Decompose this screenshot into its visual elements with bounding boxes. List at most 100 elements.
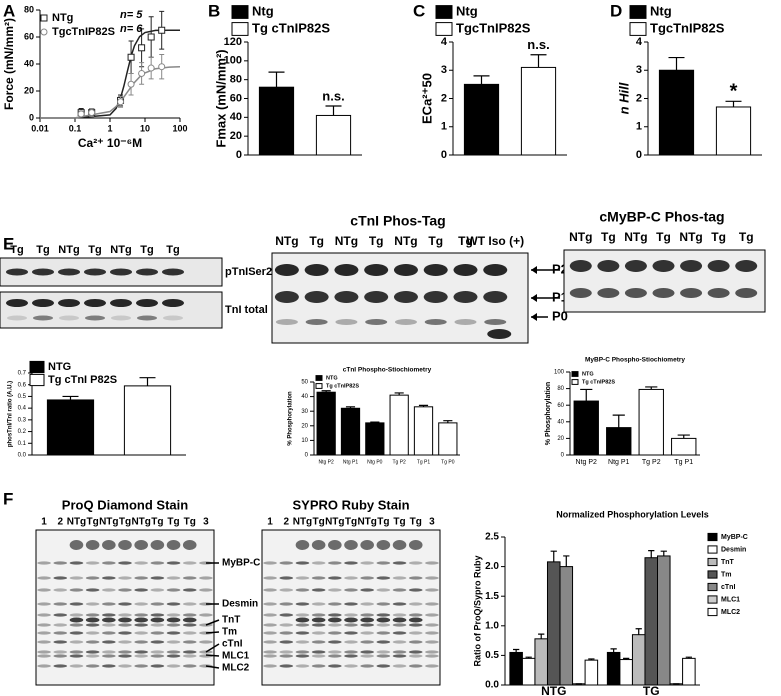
x-axis-label: Ca²⁺ 10⁻⁶M (78, 136, 142, 150)
error-bar (268, 71, 285, 88)
bar (123, 385, 172, 456)
band (182, 654, 197, 658)
band (360, 654, 374, 658)
band (408, 631, 423, 635)
band (311, 613, 326, 617)
band (484, 319, 507, 325)
lane-label: Tg (601, 230, 616, 244)
protein-label: MyBP-C (222, 558, 260, 569)
band (344, 540, 358, 550)
legend-label: MLC1 (721, 596, 740, 603)
error-bar (612, 414, 625, 428)
band (328, 631, 342, 635)
bar (413, 406, 434, 456)
band (166, 613, 181, 617)
band (111, 315, 131, 321)
protein-label: cTnI (222, 639, 243, 650)
x-tick-label: 10 (140, 123, 150, 133)
band (166, 640, 181, 644)
band (279, 588, 294, 592)
band (392, 561, 407, 565)
band (69, 654, 84, 658)
band (394, 319, 417, 325)
band (102, 640, 116, 644)
band (735, 288, 758, 298)
x-tick-label: TG (643, 684, 660, 696)
band (102, 588, 116, 592)
band (707, 260, 730, 272)
legend-label: Tg cTnIP82S (582, 379, 615, 385)
band (425, 650, 439, 654)
band (376, 640, 391, 644)
band (425, 576, 439, 580)
band (376, 561, 391, 565)
band (328, 664, 342, 668)
error-bar (635, 628, 642, 635)
band (483, 264, 508, 276)
band (6, 299, 28, 307)
gel (261, 529, 441, 686)
band (53, 576, 68, 580)
error-bar (685, 656, 692, 659)
band (263, 631, 277, 635)
band (118, 623, 132, 627)
band (279, 613, 294, 617)
band (166, 654, 181, 658)
y-tick-label: 60 (557, 403, 564, 409)
lane-label: Tg (739, 230, 754, 244)
band (487, 329, 512, 339)
band (134, 640, 148, 644)
band (425, 664, 439, 668)
band (408, 650, 423, 654)
band (334, 264, 359, 276)
band (707, 288, 730, 298)
lane-label: NTg (110, 244, 131, 256)
band (328, 654, 342, 658)
band (166, 602, 181, 606)
band (295, 540, 310, 550)
y-tick-label: 0.5 (485, 650, 499, 661)
band (311, 654, 326, 658)
band (84, 299, 106, 307)
band (311, 602, 326, 606)
bar (559, 566, 574, 686)
y-axis-label: Ratio of ProQ/Sypro Ruby (472, 555, 482, 666)
band (376, 623, 391, 627)
band (360, 650, 374, 654)
blot-label: TnI total (225, 304, 268, 316)
band (311, 576, 326, 580)
error-bar (530, 54, 547, 68)
error-bar (648, 550, 655, 558)
marker (127, 80, 135, 88)
band (360, 623, 374, 627)
band (134, 631, 148, 635)
x-tick-label: Tg P2 (642, 459, 661, 466)
y-tick-label: 1 (636, 121, 642, 133)
band (408, 640, 423, 644)
band (37, 588, 51, 592)
band (162, 268, 184, 276)
band (118, 650, 132, 654)
band (150, 617, 165, 623)
band (118, 640, 132, 644)
band (344, 576, 358, 580)
bar (644, 557, 659, 686)
error-bar (563, 555, 570, 567)
y-tick-label: 1.0 (485, 620, 499, 631)
band (69, 540, 84, 550)
band (166, 540, 181, 550)
band (150, 654, 165, 658)
band (53, 602, 68, 606)
band (69, 576, 84, 580)
y-tick-label: 3 (441, 64, 447, 76)
band (6, 268, 28, 276)
band (275, 319, 298, 325)
legend-marker (40, 28, 48, 36)
lane-label: Tg (87, 517, 99, 528)
error-bar (550, 550, 557, 562)
band (569, 288, 592, 298)
band (110, 299, 132, 307)
band (652, 288, 675, 298)
band (393, 291, 418, 303)
band (263, 623, 277, 627)
